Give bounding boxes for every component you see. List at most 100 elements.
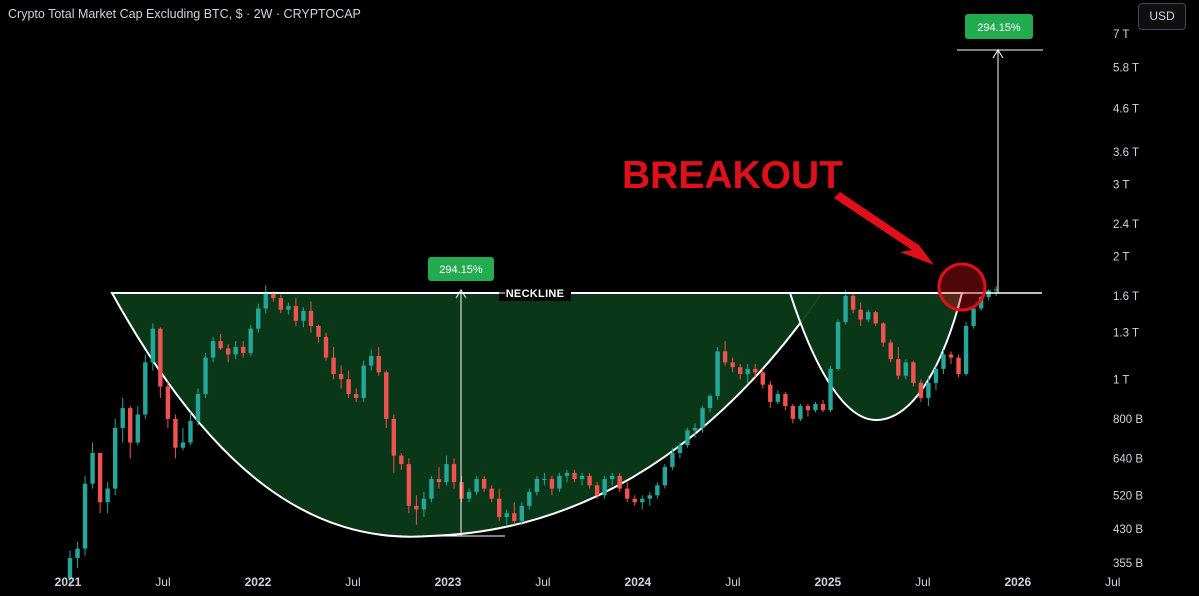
candle — [263, 285, 268, 314]
candle — [572, 469, 577, 483]
candle — [745, 363, 750, 383]
candle-body — [602, 478, 607, 496]
target-label: 294.15% — [977, 22, 1021, 34]
candle — [376, 346, 381, 376]
candle — [587, 472, 592, 489]
candle — [685, 427, 690, 448]
candle-body — [414, 505, 419, 510]
candle — [722, 341, 728, 366]
candle — [338, 365, 344, 389]
candle — [775, 390, 781, 404]
candle — [436, 466, 442, 489]
candle — [783, 392, 788, 411]
candle — [90, 442, 95, 489]
candle — [933, 365, 939, 391]
candle — [564, 469, 570, 483]
candle-body — [632, 498, 637, 503]
candle — [820, 399, 826, 413]
target-label-bg — [965, 14, 1033, 39]
candle — [421, 491, 427, 518]
breakout-label: BREAKOUT — [622, 154, 843, 197]
candle-body — [112, 427, 118, 489]
candle-body — [873, 312, 878, 324]
y-tick-label: 1 T — [1113, 374, 1129, 386]
candle — [715, 346, 720, 400]
candle-body — [941, 354, 946, 369]
candle — [369, 349, 374, 371]
x-tick-label: Jul — [345, 575, 360, 589]
candle-body — [670, 452, 675, 467]
candle-body — [805, 406, 811, 411]
candle-body — [369, 356, 374, 366]
candle — [519, 502, 524, 525]
candle-body — [451, 464, 457, 483]
candle — [195, 388, 201, 426]
y-tick-label: 5.8 T — [1113, 62, 1139, 74]
candle-body — [963, 326, 969, 375]
candle — [82, 475, 88, 556]
currency-button[interactable]: USD — [1138, 3, 1186, 30]
candle — [692, 423, 698, 438]
candle-body — [519, 505, 524, 521]
candle — [158, 327, 163, 398]
candle-body — [737, 367, 743, 375]
candle-body — [256, 308, 261, 329]
candle — [346, 370, 351, 398]
candle — [128, 406, 133, 459]
candle-body — [353, 394, 359, 398]
candle — [941, 349, 946, 375]
candle — [768, 381, 773, 409]
candle — [828, 365, 833, 413]
candle — [542, 472, 547, 486]
candle — [75, 541, 80, 569]
x-tick-label: Jul — [535, 575, 550, 589]
candle — [188, 412, 193, 446]
candle — [549, 475, 555, 496]
candle-body — [692, 427, 698, 431]
candle — [248, 324, 253, 357]
candle-body — [858, 309, 863, 320]
candle — [881, 322, 886, 347]
y-tick-label: 2 T — [1113, 251, 1129, 263]
candle-body — [835, 322, 841, 369]
candle-body — [798, 406, 803, 419]
candle — [301, 307, 306, 328]
candle-body — [459, 482, 464, 499]
candle-body — [609, 475, 615, 479]
chart-title: Crypto Total Market Cap Excluding BTC, $… — [8, 7, 361, 21]
candle — [609, 472, 615, 486]
candle-body — [474, 478, 479, 492]
candle — [286, 302, 291, 315]
candle — [926, 375, 931, 407]
candle-body — [549, 478, 555, 489]
candle-body — [903, 362, 909, 376]
candle — [527, 488, 532, 510]
candle-body — [745, 368, 750, 375]
candle — [406, 458, 412, 514]
candle — [444, 455, 449, 486]
candle-body — [843, 295, 848, 323]
y-tick-label: 355 B — [1113, 558, 1143, 570]
candle-body — [700, 408, 705, 428]
candle — [173, 414, 178, 459]
candle — [813, 401, 818, 413]
candle-body — [850, 295, 856, 310]
cup-depth-label-bg — [428, 257, 494, 281]
x-tick-label: Jul — [725, 575, 740, 589]
candle-body — [361, 365, 366, 398]
y-tick-label: 2.4 T — [1113, 219, 1139, 231]
candle-body — [308, 310, 314, 327]
candle — [180, 427, 186, 451]
candle-body — [662, 466, 668, 486]
candle — [451, 458, 457, 489]
candle — [429, 475, 434, 503]
candle-body — [655, 485, 660, 496]
candle-body — [707, 395, 713, 409]
candle — [903, 359, 909, 380]
candle-body — [489, 488, 494, 499]
candle-body — [730, 362, 735, 368]
candle-body — [240, 346, 246, 353]
candle — [466, 488, 472, 503]
candle — [391, 414, 396, 473]
